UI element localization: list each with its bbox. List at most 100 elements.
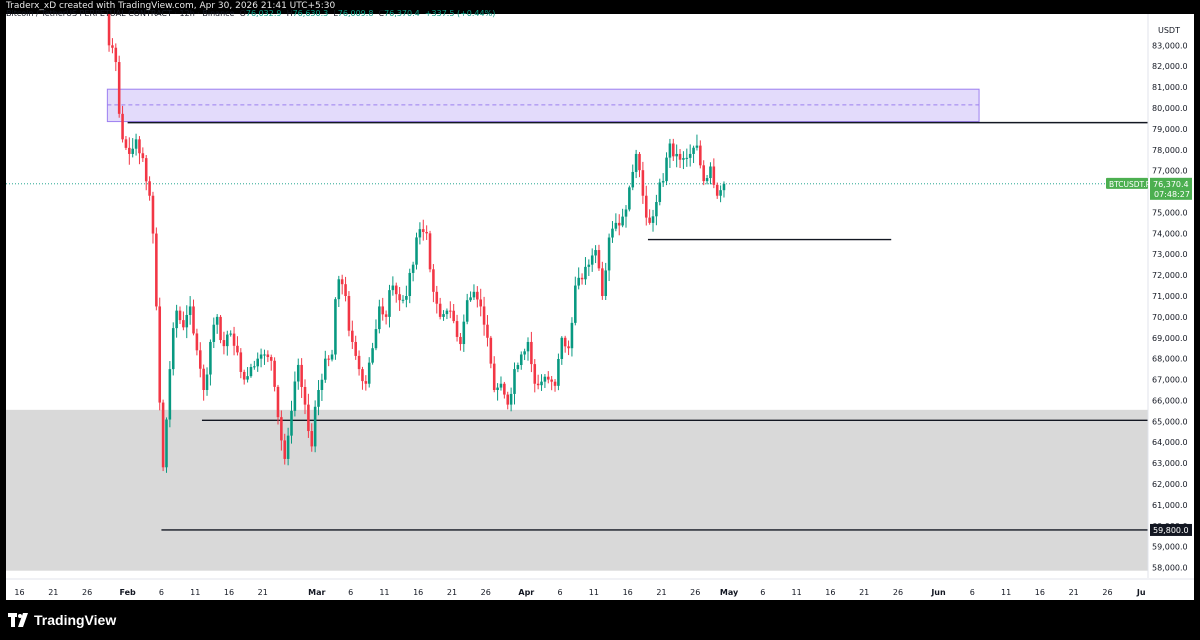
time-tick-label: 6 [760,588,765,597]
candle-body [584,266,587,280]
candle-body [205,374,209,390]
candle-body [340,279,344,285]
candle-body [432,269,435,292]
time-tick-label: 11 [589,588,599,597]
open-value: 76,032.9 [245,9,282,18]
candle-body [195,333,199,351]
candle-body [533,364,537,384]
candle-body [192,306,195,334]
candle-body [239,352,243,372]
candle-body [509,393,513,405]
candle-body [722,183,726,191]
candle-body [486,324,489,338]
candle-body [499,383,503,388]
price-tick-label: 63,000.0 [1152,459,1188,468]
high-label: H [286,9,293,18]
candle-body [418,229,422,238]
candle-body [357,355,361,370]
price-tick-label: 80,000.0 [1152,104,1188,113]
candle-body [219,316,222,341]
high-value: 76,630.3 [292,9,329,18]
candle-body [692,147,695,154]
candle-body [347,296,351,331]
price-tick-label: 74,000.0 [1152,229,1188,238]
symbol-tag-text: BTCUSDT.P [1109,180,1151,189]
time-tick-label: Ju [1136,588,1146,597]
time-tick-label: 26 [893,588,903,597]
low-label: L [333,9,338,18]
candle-body [226,334,229,347]
time-tick-label: Feb [119,588,136,597]
time-tick-label: 6 [558,588,563,597]
candle-body [503,383,506,395]
price-tick-label: 62,000.0 [1152,480,1188,489]
candle-body [337,279,341,300]
price-chart[interactable]: USDT58,000.059,000.060,000.061,000.062,0… [6,14,1194,600]
candle-body [594,250,597,256]
candle-body [482,306,486,325]
candle-body [222,340,226,347]
price-tick-label: 72,000.0 [1152,271,1188,280]
candle-body [107,14,111,46]
candle-body [324,358,327,380]
low-value: 76,009.8 [337,9,374,18]
candle-body [354,341,357,356]
candle-body [378,306,381,330]
candle-body [428,233,432,270]
time-tick-label: 11 [379,588,389,597]
candle-body [398,294,401,301]
candle-body [155,233,158,307]
candle-body [624,209,628,217]
candle-body [391,285,395,291]
candle-body [557,358,560,386]
candle-body [334,299,337,355]
time-tick-label: 21 [1069,588,1079,597]
time-tick-label: 16 [14,588,24,597]
time-tick-label: Mar [308,588,325,597]
candle-body [134,139,138,149]
close-value: 76,370.4 [384,9,420,18]
candle-body [168,369,172,420]
candle-body [276,386,280,418]
time-tick-label: 21 [48,588,58,597]
time-tick-label: 16 [623,588,633,597]
candle-body [472,291,476,298]
candle-body [590,255,594,265]
candle-body [560,337,564,359]
time-tick-label: 26 [1102,588,1112,597]
candle-body [702,165,705,182]
candle-body [631,171,635,188]
candle-body [614,222,618,229]
candle-body [411,264,415,273]
candle-body [296,364,300,382]
price-tick-label: 67,000.0 [1152,376,1188,385]
price-tick-label: 75,000.0 [1152,208,1188,217]
price-tick-label: 61,000.0 [1152,501,1188,510]
candle-body [249,367,253,377]
candle-body [263,354,266,356]
candle-body [526,341,530,352]
candle-body [580,277,584,280]
candle-body [320,379,324,390]
candle-body [273,360,276,387]
countdown-text: 07:48:27 [1154,190,1190,199]
candle-body [665,157,668,182]
chart-frame[interactable]: USDT58,000.059,000.060,000.061,000.062,0… [6,14,1194,600]
candle-body [381,306,385,315]
candle-body [188,306,192,315]
candle-body [438,303,442,317]
candle-body [175,310,178,329]
candle-body [705,178,709,182]
candle-body [242,371,246,380]
candle-body [384,314,388,317]
candle-body [394,285,398,295]
candle-body [648,217,651,223]
candle-body [712,166,716,185]
candle-body [124,139,128,148]
candle-body [688,153,692,158]
candle-body [530,341,533,365]
candle-body [178,310,182,321]
candle-body [628,187,631,210]
chart-header: Bitcoin / TetherUS PERPETUAL CONTRACT · … [6,9,495,18]
close-label: C [378,9,385,18]
